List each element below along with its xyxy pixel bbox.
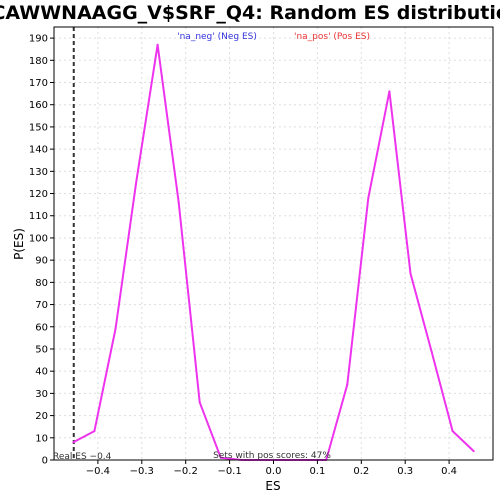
y-tick-label: 160 xyxy=(29,100,48,111)
y-tick-label: 70 xyxy=(35,300,48,311)
x-axis-ticks: −0.4 −0.3 −0.2 −0.1 0.0 0.1 0.2 0.3 0.4 xyxy=(86,460,457,477)
chart-title: CCAWWNAAGG_V$SRF_Q4: Random ES distribut… xyxy=(0,2,500,24)
y-tick-label: 140 xyxy=(29,145,48,156)
data-point xyxy=(198,401,201,404)
data-point xyxy=(114,327,117,330)
x-tick-label: 0.2 xyxy=(353,466,369,477)
x-tick-label: 0.4 xyxy=(441,466,457,477)
y-tick-label: 120 xyxy=(29,189,48,200)
data-point xyxy=(430,350,433,353)
y-tick-label: 30 xyxy=(35,389,48,400)
y-tick-label: 40 xyxy=(35,367,48,378)
data-point xyxy=(72,441,75,444)
data-point xyxy=(367,196,370,199)
y-tick-label: 80 xyxy=(35,278,48,289)
x-axis-label: ES xyxy=(265,479,280,493)
legend-pos-label: 'na_pos' (Pos ES) xyxy=(294,32,370,42)
data-point xyxy=(177,201,180,204)
data-point xyxy=(409,272,412,275)
x-tick-label: 0.0 xyxy=(266,466,282,477)
y-tick-label: 170 xyxy=(29,78,48,89)
data-point xyxy=(219,456,222,459)
y-tick-label: 0 xyxy=(42,456,48,467)
data-point xyxy=(451,430,454,433)
y-tick-label: 90 xyxy=(35,256,48,267)
y-tick-label: 60 xyxy=(35,322,48,333)
y-tick-label: 190 xyxy=(29,34,48,45)
x-tick-label: −0.1 xyxy=(217,466,241,477)
y-axis-label: P(ES) xyxy=(12,228,26,260)
x-tick-label: 0.1 xyxy=(309,466,325,477)
data-point xyxy=(346,383,349,386)
x-tick-label: −0.2 xyxy=(174,466,198,477)
y-tick-label: 100 xyxy=(29,233,48,244)
y-tick-label: 10 xyxy=(35,433,48,444)
y-tick-label: 20 xyxy=(35,411,48,422)
pos-scores-annotation: Sets with pos scores: 47% xyxy=(213,451,331,461)
y-tick-label: 180 xyxy=(29,56,48,67)
data-point xyxy=(93,430,96,433)
real-es-label: Real ES −0.4 xyxy=(53,452,112,462)
x-tick-label: −0.4 xyxy=(86,466,110,477)
y-tick-label: 130 xyxy=(29,167,48,178)
y-tick-label: 110 xyxy=(29,211,48,222)
data-point xyxy=(472,450,475,453)
x-tick-label: −0.3 xyxy=(130,466,154,477)
y-axis-ticks: 0 10 20 30 40 50 60 70 80 90 100 110 120 130 140 150 160… xyxy=(29,34,54,467)
data-point xyxy=(388,90,391,93)
data-point xyxy=(156,43,159,46)
x-tick-label: 0.3 xyxy=(397,466,413,477)
grid xyxy=(54,27,493,461)
y-tick-label: 150 xyxy=(29,122,48,133)
data-point xyxy=(135,179,138,182)
y-tick-label: 50 xyxy=(35,344,48,355)
legend-neg-label: 'na_neg' (Neg ES) xyxy=(177,32,257,42)
